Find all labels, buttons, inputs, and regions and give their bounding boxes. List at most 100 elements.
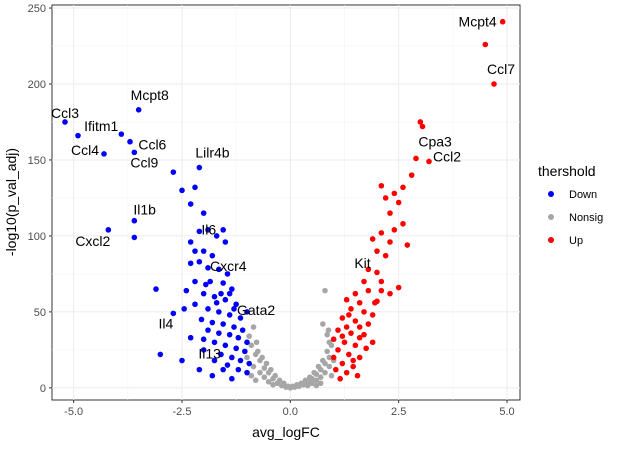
point-down: [179, 187, 185, 194]
point-up: [408, 172, 415, 178]
point-down: [233, 301, 239, 308]
legend-label: Down: [569, 189, 597, 201]
y-axis-title: -log10(p_val_adj): [3, 148, 19, 256]
point-up: [356, 334, 363, 341]
y-tick-label: 200: [28, 79, 46, 91]
point-up: [339, 333, 346, 339]
point-down: [196, 366, 203, 373]
point-nonsig: [322, 369, 328, 376]
point-nonsig: [322, 287, 328, 294]
point-nonsig: [289, 383, 296, 390]
point-down: [131, 217, 138, 224]
point-up: [382, 252, 389, 259]
point-nonsig: [324, 331, 330, 338]
point-nonsig: [302, 377, 309, 384]
point-up: [374, 269, 380, 276]
point-up: [356, 299, 363, 306]
gene-label: Lilr4b: [195, 145, 229, 161]
point-up: [346, 351, 352, 358]
point-down: [192, 301, 198, 308]
point-up: [343, 369, 350, 376]
point-down: [239, 327, 246, 333]
point-down: [216, 309, 222, 315]
point-nonsig: [281, 380, 287, 387]
point-down: [213, 299, 220, 306]
point-down: [200, 347, 207, 353]
x-tick-label: 2.5: [391, 406, 406, 418]
point-down: [229, 286, 235, 292]
x-axis-ticks: -5.0 -2.5 0.0 2.5 5.0: [64, 400, 515, 418]
point-down: [216, 330, 222, 336]
point-up: [343, 296, 350, 303]
y-tick-label: 250: [28, 3, 46, 15]
point-up: [382, 195, 389, 201]
point-down: [153, 286, 159, 292]
point-up: [369, 236, 376, 242]
point-down: [187, 334, 194, 341]
point-nonsig: [294, 382, 300, 388]
point-up: [369, 339, 376, 346]
point-down: [75, 132, 81, 139]
point-down: [105, 227, 112, 233]
point-down: [192, 184, 198, 191]
point-up: [378, 182, 385, 189]
point-down: [224, 271, 231, 277]
point-up: [374, 248, 380, 254]
point-down: [131, 149, 138, 156]
point-down: [135, 107, 142, 113]
point-nonsig: [248, 372, 255, 379]
gene-label: Cxcr4: [210, 258, 247, 274]
legend: thershold Down Nonsig Up: [538, 163, 603, 247]
point-up: [356, 354, 363, 361]
point-up: [361, 309, 367, 315]
point-up: [378, 278, 385, 285]
point-up: [400, 184, 406, 191]
point-nonsig: [298, 380, 304, 387]
point-down: [157, 351, 164, 358]
point-down: [222, 342, 229, 349]
point-nonsig: [244, 354, 250, 361]
point-up: [365, 266, 372, 273]
point-up: [350, 357, 356, 364]
point-up: [395, 199, 402, 206]
point-up: [354, 372, 361, 379]
point-nonsig: [263, 360, 270, 367]
point-nonsig: [270, 382, 276, 388]
point-up: [333, 366, 339, 373]
point-up: [419, 123, 426, 130]
point-nonsig: [259, 354, 265, 361]
point-down: [222, 239, 229, 245]
x-tick-label: 5.0: [499, 406, 514, 418]
point-up: [348, 330, 354, 336]
gene-label: Il4: [159, 315, 174, 331]
point-up: [330, 336, 337, 343]
point-nonsig: [261, 374, 268, 381]
point-down: [211, 357, 218, 364]
gene-label: Ccl7: [487, 61, 515, 77]
point-up: [417, 119, 424, 125]
point-down: [235, 366, 242, 373]
point-down: [226, 331, 233, 338]
x-tick-label: -5.0: [64, 406, 83, 418]
point-nonsig: [317, 380, 324, 387]
point-down: [203, 281, 209, 288]
point-down: [213, 233, 220, 239]
gene-label: Ifitm1: [84, 118, 118, 134]
point-up: [391, 190, 398, 197]
point-down: [220, 227, 226, 233]
point-up: [365, 287, 372, 294]
point-nonsig: [257, 369, 263, 376]
point-up: [372, 299, 378, 306]
y-tick-label: 150: [28, 155, 46, 167]
point-nonsig: [255, 348, 261, 355]
point-down: [218, 351, 224, 358]
point-down: [209, 319, 216, 326]
point-down: [220, 280, 226, 286]
gene-label: Cxcl2: [75, 233, 110, 249]
point-down: [196, 258, 203, 265]
point-down: [183, 287, 190, 294]
point-up: [378, 287, 385, 294]
point-down: [198, 316, 205, 323]
point-down: [237, 357, 244, 364]
point-up: [335, 347, 341, 353]
